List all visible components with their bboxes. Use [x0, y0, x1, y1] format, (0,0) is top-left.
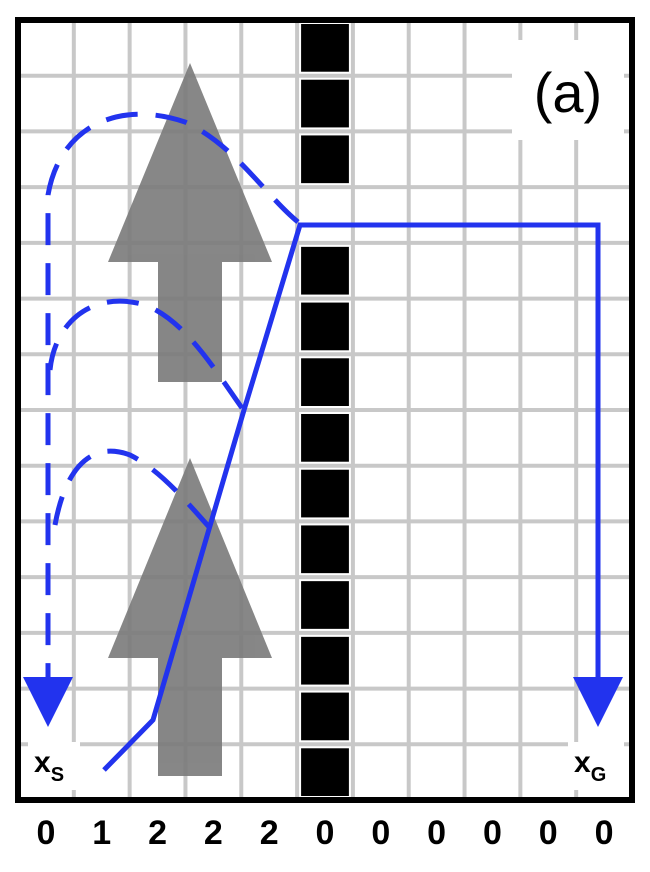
- goal-label: xG: [568, 742, 624, 790]
- column-label: 0: [539, 814, 558, 852]
- panel-label: (a): [534, 61, 602, 124]
- wall-cell: [301, 80, 349, 128]
- start-label: xS: [28, 742, 80, 790]
- wall-cell: [301, 748, 349, 796]
- wall-cell: [301, 581, 349, 629]
- wall-cell: [301, 24, 349, 72]
- column-label: 0: [427, 814, 446, 852]
- column-label: 0: [595, 814, 614, 852]
- wall-cell: [301, 303, 349, 351]
- wall-cell: [301, 637, 349, 685]
- wall-cell: [301, 358, 349, 406]
- column-label: 0: [483, 814, 502, 852]
- wall-cell: [301, 470, 349, 518]
- column-label: 1: [92, 814, 111, 852]
- column-label: 0: [36, 814, 55, 852]
- column-label: 0: [371, 814, 390, 852]
- wall-cell: [301, 525, 349, 573]
- wall-cell: [301, 135, 349, 183]
- column-label: 0: [316, 814, 335, 852]
- column-label: 2: [260, 814, 279, 852]
- wall-cell: [301, 414, 349, 462]
- column-label: 2: [204, 814, 223, 852]
- column-label: 2: [148, 814, 167, 852]
- wall-cell: [301, 247, 349, 295]
- wall-cell: [301, 693, 349, 741]
